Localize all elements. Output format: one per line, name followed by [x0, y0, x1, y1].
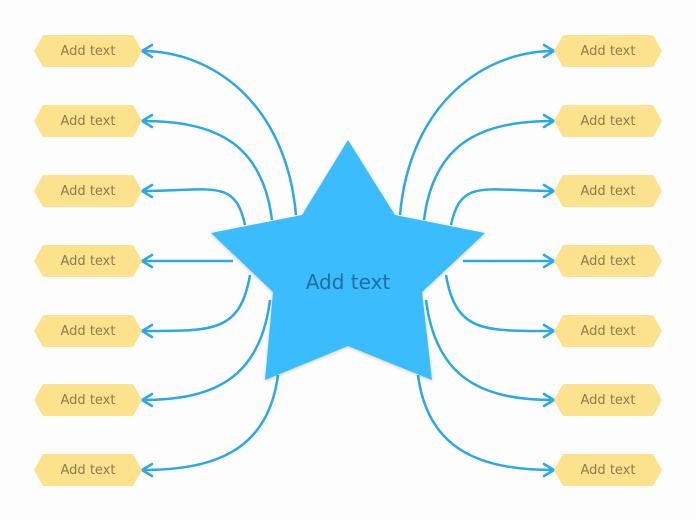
node-right-1[interactable] — [554, 35, 662, 67]
node-left-5[interactable] — [34, 315, 142, 347]
connector-right-2[interactable] — [422, 119, 555, 221]
node-right-4[interactable] — [554, 245, 662, 277]
connector-left-1[interactable] — [141, 49, 298, 216]
connector-right-5[interactable] — [444, 274, 555, 333]
connector-left-5[interactable] — [141, 274, 252, 333]
node-right-6[interactable] — [554, 384, 662, 416]
node-label-right-1[interactable]: Add text — [580, 43, 636, 59]
node-label-left-3[interactable]: Add text — [60, 183, 116, 199]
node-left-3[interactable] — [34, 175, 142, 207]
node-label-right-2[interactable]: Add text — [580, 113, 636, 129]
node-label-left-5[interactable]: Add text — [60, 323, 116, 339]
center-star[interactable] — [211, 140, 485, 380]
node-label-left-4[interactable]: Add text — [60, 253, 116, 269]
node-label-left-2[interactable]: Add text — [60, 113, 116, 129]
node-label-left-7[interactable]: Add text — [60, 462, 116, 478]
connector-right-6[interactable] — [424, 299, 555, 402]
connector-right-1[interactable] — [398, 49, 555, 216]
node-label-left-1[interactable]: Add text — [60, 43, 116, 59]
node-right-5[interactable] — [554, 315, 662, 347]
connector-left-2[interactable] — [141, 119, 274, 221]
node-right-2[interactable] — [554, 105, 662, 137]
node-label-right-5[interactable]: Add text — [580, 323, 636, 339]
connector-left-3[interactable] — [141, 188, 247, 226]
node-right-7[interactable] — [554, 454, 662, 486]
center-label[interactable]: Add text — [305, 270, 391, 294]
node-left-2[interactable] — [34, 105, 142, 137]
node-label-right-3[interactable]: Add text — [580, 183, 636, 199]
node-label-right-7[interactable]: Add text — [580, 462, 636, 478]
node-label-right-4[interactable]: Add text — [580, 253, 636, 269]
node-left-7[interactable] — [34, 454, 142, 486]
connector-left-6[interactable] — [141, 299, 272, 402]
connector-right-7[interactable] — [416, 374, 555, 472]
node-left-1[interactable] — [34, 35, 142, 67]
node-label-left-6[interactable]: Add text — [60, 392, 116, 408]
node-left-6[interactable] — [34, 384, 142, 416]
node-left-4[interactable] — [34, 245, 142, 277]
connector-right-3[interactable] — [449, 188, 555, 226]
node-right-3[interactable] — [554, 175, 662, 207]
connector-left-7[interactable] — [141, 374, 280, 472]
node-label-right-6[interactable]: Add text — [580, 392, 636, 408]
